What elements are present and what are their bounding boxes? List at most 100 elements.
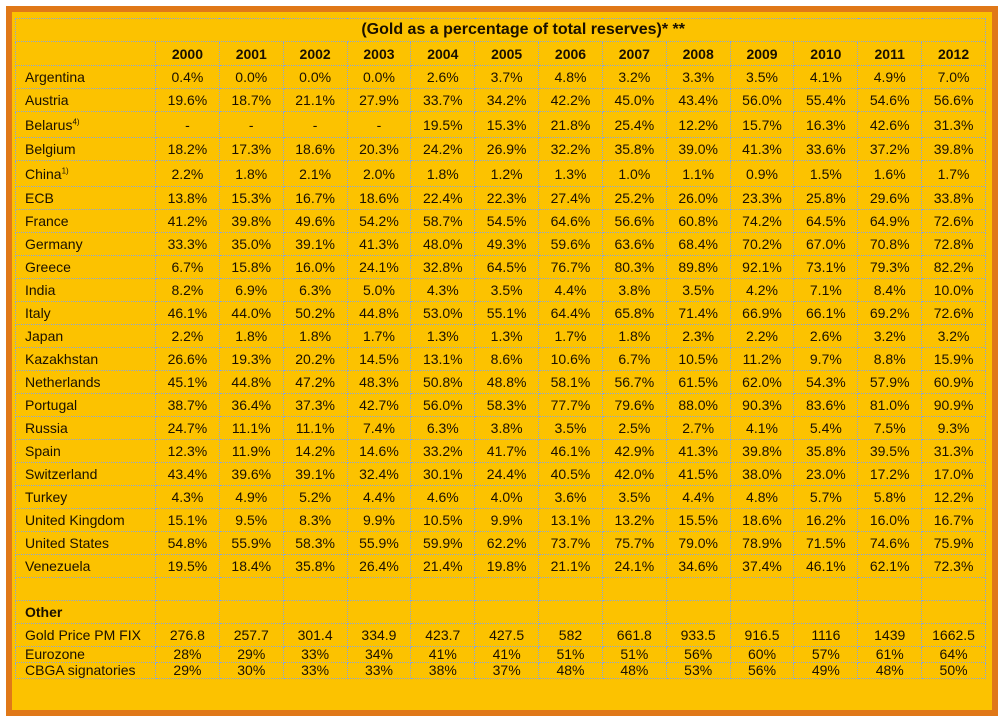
value-cell: 42.7%: [346, 393, 412, 417]
value-cell: 2.2%: [155, 160, 220, 187]
value-cell: 64%: [921, 646, 986, 663]
row-label: Switzerland: [15, 462, 156, 486]
value-cell: 43.4%: [155, 462, 220, 486]
value-cell: 3.7%: [474, 65, 540, 89]
value-cell: 4.9%: [857, 65, 923, 89]
empty-cell: [921, 600, 986, 624]
value-cell: -: [155, 111, 220, 138]
value-cell: 2.7%: [665, 416, 731, 440]
table-row: Portugal 38.7% 36.4% 37.3% 42.7% 56.0% 58.3% 77…: [15, 393, 986, 417]
value-cell: 54.6%: [857, 88, 923, 112]
value-cell: 10.5%: [410, 508, 476, 532]
value-cell: 1.1%: [665, 160, 731, 187]
value-cell: 423.7: [410, 623, 476, 647]
country-name: Belarus: [25, 116, 73, 133]
value-cell: 33.3%: [155, 232, 220, 256]
value-cell: 0.0%: [282, 65, 348, 89]
value-cell: 60.9%: [921, 370, 986, 394]
value-cell: 90.3%: [729, 393, 795, 417]
value-cell: 7.0%: [921, 65, 986, 89]
value-cell: 41.2%: [155, 209, 220, 233]
value-cell: 44.8%: [346, 301, 412, 325]
table-row: Italy 46.1% 44.0% 50.2% 44.8% 53.0% 55.1% 64.4%…: [15, 301, 986, 325]
value-cell: 17.2%: [857, 462, 923, 486]
value-cell: 88.0%: [665, 393, 731, 417]
year-header: 2006: [538, 41, 603, 66]
value-cell: 3.2%: [857, 324, 923, 348]
table-row: Japan 2.2% 1.8% 1.8% 1.7% 1.3% 1.3% 1.7% 1.8% 2.3…: [15, 324, 986, 348]
table-row: ECB 13.8% 15.3% 16.7% 18.6% 22.4% 22.3% 27.4% 25…: [15, 186, 986, 210]
value-cell: 37.4%: [729, 554, 795, 578]
empty-cell: [793, 577, 859, 601]
value-cell: 24.7%: [155, 416, 220, 440]
value-cell: 1.8%: [218, 324, 284, 348]
value-cell: 25.8%: [793, 186, 859, 210]
country-name: ECB: [25, 190, 54, 206]
value-cell: 5.8%: [857, 485, 923, 509]
row-label: CBGA signatories: [15, 662, 156, 679]
value-cell: 0.0%: [218, 65, 284, 89]
value-cell: 55.9%: [218, 531, 284, 555]
value-cell: 43.4%: [665, 88, 731, 112]
empty-cell: [155, 600, 220, 624]
value-cell: 8.6%: [474, 347, 540, 371]
value-cell: 35.0%: [218, 232, 284, 256]
value-cell: 69.2%: [857, 301, 923, 325]
empty-cell: [601, 600, 667, 624]
value-cell: 32.4%: [346, 462, 412, 486]
row-label: Belarus4): [15, 111, 156, 138]
value-cell: 89.8%: [665, 255, 731, 279]
value-cell: 58.1%: [538, 370, 603, 394]
empty-cell: [474, 577, 540, 601]
value-cell: 3.5%: [601, 485, 667, 509]
value-cell: 18.6%: [282, 137, 348, 161]
value-cell: 59.6%: [538, 232, 603, 256]
row-label: Japan: [15, 324, 156, 348]
value-cell: 334.9: [346, 623, 412, 647]
table-row: Russia 24.7% 11.1% 11.1% 7.4% 6.3% 3.8% 3.5% 2.5…: [15, 416, 986, 440]
value-cell: 45.0%: [601, 88, 667, 112]
value-cell: 21.8%: [538, 111, 603, 138]
year-header: 2002: [282, 41, 348, 66]
value-cell: 55.9%: [346, 531, 412, 555]
value-cell: -: [346, 111, 412, 138]
table-row: Gold Price PM FIX 276.8 257.7 301.4 334.9 423…: [15, 623, 986, 647]
table-row: Turkey 4.3% 4.9% 5.2% 4.4% 4.6% 4.0% 3.6% 3.5% 4.…: [15, 485, 986, 509]
value-cell: 34.6%: [665, 554, 731, 578]
value-cell: 64.5%: [793, 209, 859, 233]
empty-cell: [665, 600, 731, 624]
value-cell: 7.4%: [346, 416, 412, 440]
value-cell: 20.3%: [346, 137, 412, 161]
value-cell: 72.8%: [921, 232, 986, 256]
empty-cell: [282, 600, 348, 624]
value-cell: 4.6%: [410, 485, 476, 509]
value-cell: 10.5%: [665, 347, 731, 371]
value-cell: 19.5%: [410, 111, 476, 138]
value-cell: 4.2%: [729, 278, 795, 302]
value-cell: 66.9%: [729, 301, 795, 325]
value-cell: 46.1%: [793, 554, 859, 578]
value-cell: 39.0%: [665, 137, 731, 161]
value-cell: 44.8%: [218, 370, 284, 394]
value-cell: 29%: [218, 646, 284, 663]
value-cell: 54.2%: [346, 209, 412, 233]
value-cell: 11.9%: [218, 439, 284, 463]
empty-cell: [410, 577, 476, 601]
value-cell: 3.5%: [538, 416, 603, 440]
empty-cell: [155, 577, 220, 601]
value-cell: 73.7%: [538, 531, 603, 555]
value-cell: 58.3%: [282, 531, 348, 555]
value-cell: 3.5%: [474, 278, 540, 302]
value-cell: -: [218, 111, 284, 138]
table-row: Venezuela 19.5% 18.4% 35.8% 26.4% 21.4% 19.8% 2…: [15, 554, 986, 578]
value-cell: 8.4%: [857, 278, 923, 302]
value-cell: 18.6%: [346, 186, 412, 210]
value-cell: 53%: [665, 662, 731, 679]
value-cell: 10.6%: [538, 347, 603, 371]
empty-cell: [15, 577, 156, 601]
table-row: Argentina 0.4% 0.0% 0.0% 0.0% 2.6% 3.7% 4.8% 3.2…: [15, 65, 986, 89]
value-cell: 33%: [282, 662, 348, 679]
year-header: 2009: [729, 41, 795, 66]
empty-cell: [921, 577, 986, 601]
value-cell: 63.6%: [601, 232, 667, 256]
